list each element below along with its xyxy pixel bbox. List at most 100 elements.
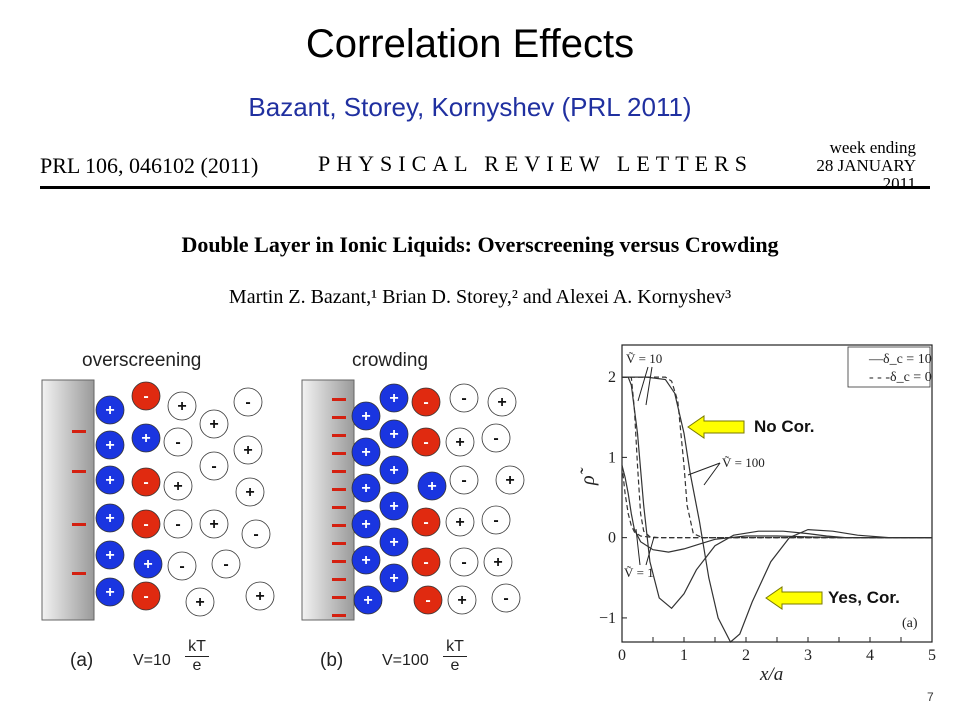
- series-lines: [621, 357, 932, 643]
- svg-text:+: +: [389, 462, 398, 479]
- ion-a-9: -: [131, 509, 161, 539]
- svg-text:-: -: [461, 472, 466, 489]
- chart-panel-label: (a): [902, 616, 918, 631]
- svg-text:-: -: [503, 590, 508, 607]
- svg-text:+: +: [243, 442, 252, 459]
- ion-b-29: -: [491, 583, 521, 613]
- annotation-v1: Ṽ = 1: [624, 565, 654, 580]
- panel-b-voltage: V=100: [382, 652, 429, 669]
- annotation-v10: Ṽ = 10: [626, 351, 662, 366]
- x-tick-label: 5: [928, 647, 936, 664]
- panel-a-voltage: V=10: [133, 652, 171, 669]
- svg-text:-: -: [423, 394, 428, 411]
- electrode-charge: [332, 434, 346, 437]
- panel-a-kt-fraction: kT e: [185, 638, 209, 675]
- charge-density-chart: 0 1 2 3 4 5 2 1 0 −1 Ṽ = 10 Ṽ = 100 Ṽ = 1 —δ_c = 10…: [580, 344, 936, 685]
- ion-a-23: +: [233, 435, 263, 465]
- panel-a-kt-den: e: [192, 657, 202, 674]
- svg-text:+: +: [455, 514, 464, 531]
- slide-subtitle: Bazant, Storey, Kornyshev (PRL 2011): [248, 92, 692, 122]
- svg-text:+: +: [141, 430, 150, 447]
- svg-text:+: +: [143, 556, 152, 573]
- ion-b-8: +: [379, 455, 409, 485]
- ion-a-6: -: [131, 381, 161, 411]
- ion-b-14: +: [417, 471, 447, 501]
- ion-a-22: -: [233, 387, 263, 417]
- electrode-charge: [332, 542, 346, 545]
- panel-b-label: crowding: [352, 350, 428, 371]
- svg-text:+: +: [363, 592, 372, 609]
- paper-authors: Martin Z. Bazant,¹ Brian D. Storey,² and…: [228, 286, 732, 308]
- panel-b-kt-fraction: kT e: [443, 638, 467, 675]
- svg-text:-: -: [143, 388, 148, 405]
- ion-b-12: -: [411, 387, 441, 417]
- annotation-v10-arrow: [637, 366, 649, 402]
- series-line-dashed-4: [622, 376, 932, 539]
- ion-a-7: +: [131, 423, 161, 453]
- ion-b-28: +: [483, 547, 513, 577]
- electrode-charge: [332, 416, 346, 419]
- ion-a-15: -: [163, 509, 193, 539]
- svg-text:+: +: [105, 547, 114, 564]
- ion-b-19: +: [445, 427, 475, 457]
- electrode-charges-b: [332, 398, 346, 617]
- svg-text:-: -: [423, 514, 428, 531]
- ion-b-27: -: [481, 505, 511, 535]
- ion-b-25: -: [481, 423, 511, 453]
- electrode-charge: [332, 614, 346, 617]
- page-number: 7: [927, 690, 934, 704]
- journal-rule: [40, 186, 930, 189]
- electrode-b: [301, 379, 355, 621]
- ion-b-3: +: [351, 509, 381, 539]
- ion-b-1: +: [351, 437, 381, 467]
- legend: —δ_c = 10 - - -δ_c = 0: [847, 346, 932, 388]
- electrode-charge: [72, 430, 86, 433]
- ion-a-25: -: [241, 519, 271, 549]
- ion-a-21: -: [211, 549, 241, 579]
- ion-a-8: -: [131, 467, 161, 497]
- svg-text:+: +: [493, 554, 502, 571]
- ion-b-13: -: [411, 427, 441, 457]
- svg-text:-: -: [175, 516, 180, 533]
- legend-entry-dashed: - - -δ_c = 0: [869, 370, 932, 385]
- electrode-charge: [332, 560, 346, 563]
- ion-a-2: +: [95, 465, 125, 495]
- x-tick-label: 3: [804, 647, 812, 664]
- annotation-v100-arrow: [687, 462, 721, 476]
- ion-b-2: +: [351, 473, 381, 503]
- ion-b-11: +: [379, 563, 409, 593]
- svg-text:+: +: [505, 472, 514, 489]
- panel-overscreening: overscreening + + + + + + - + - - + - + - + - - + + - + - - + + -…: [41, 350, 275, 621]
- ion-b-7: +: [379, 419, 409, 449]
- ion-a-0: +: [95, 395, 125, 425]
- svg-text:+: +: [195, 594, 204, 611]
- panel-b-kt-num: kT: [443, 638, 467, 657]
- svg-text:-: -: [143, 588, 148, 605]
- annotation-v100-arrow: [703, 462, 721, 486]
- annotations: Ṽ = 10 Ṽ = 100 Ṽ = 1: [624, 351, 765, 580]
- svg-text:-: -: [461, 390, 466, 407]
- electrode-charge: [332, 470, 346, 473]
- legend-box: [847, 346, 931, 388]
- electrode-charge: [332, 398, 346, 401]
- svg-text:+: +: [389, 570, 398, 587]
- series-line-solid-2: [622, 376, 932, 643]
- week-ending-label: week ending: [829, 138, 916, 157]
- ion-a-16: -: [167, 551, 197, 581]
- ion-a-20: +: [199, 509, 229, 539]
- svg-text:+: +: [389, 390, 398, 407]
- x-tick-label: 2: [742, 647, 750, 664]
- annotation-v100: Ṽ = 100: [722, 455, 765, 470]
- x-tick-label: 1: [680, 647, 688, 664]
- svg-text:+: +: [455, 434, 464, 451]
- electrode-a: [41, 379, 95, 621]
- svg-text:+: +: [255, 588, 264, 605]
- yes-cor-label: Yes, Cor.: [828, 588, 900, 607]
- svg-text:-: -: [143, 516, 148, 533]
- x-tick-label: 4: [866, 647, 874, 664]
- panel-b-kt-den: e: [450, 657, 460, 674]
- svg-text:+: +: [361, 516, 370, 533]
- annotation-v10-arrow: [645, 366, 653, 406]
- ion-b-15: -: [411, 507, 441, 537]
- svg-text:-: -: [423, 554, 428, 571]
